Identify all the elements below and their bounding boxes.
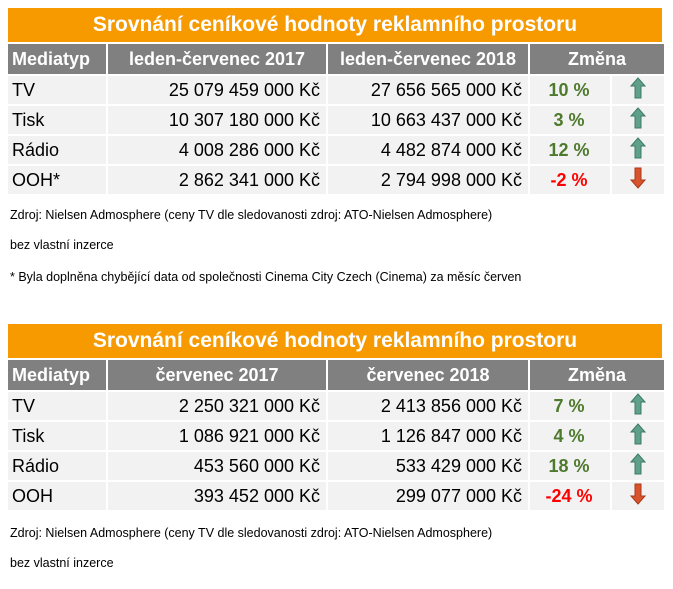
table-row: TV 25 079 459 000 Kč 27 656 565 000 Kč 1… — [8, 76, 664, 104]
media-type: Tisk — [8, 422, 106, 450]
header-change: Změna — [530, 44, 664, 74]
table-row: Tisk 10 307 180 000 Kč 10 663 437 000 Kč… — [8, 106, 664, 134]
trend-cell — [612, 422, 664, 450]
media-type: Rádio — [8, 136, 106, 164]
arrow-up-icon — [629, 452, 647, 479]
value-2018: 533 429 000 Kč — [328, 452, 528, 480]
media-type: Rádio — [8, 452, 106, 480]
value-2017: 10 307 180 000 Kč — [108, 106, 326, 134]
table-row: OOH* 2 862 341 000 Kč 2 794 998 000 Kč -… — [8, 166, 664, 194]
arrow-up-icon — [629, 106, 647, 133]
table-row: TV 2 250 321 000 Kč 2 413 856 000 Kč 7 % — [8, 392, 664, 420]
change-percent: -24 % — [530, 482, 610, 510]
change-percent: 4 % — [530, 422, 610, 450]
change-percent: 3 % — [530, 106, 610, 134]
arrow-up-icon — [629, 392, 647, 419]
data-table: Mediatyp červenec 2017 červenec 2018 Změ… — [6, 358, 666, 512]
value-2017: 4 008 286 000 Kč — [108, 136, 326, 164]
change-percent: 7 % — [530, 392, 610, 420]
value-2018: 2 794 998 000 Kč — [328, 166, 528, 194]
value-2017: 453 560 000 Kč — [108, 452, 326, 480]
trend-cell — [612, 136, 664, 164]
value-2018: 10 663 437 000 Kč — [328, 106, 528, 134]
header-period-2018: červenec 2018 — [328, 360, 528, 390]
trend-cell — [612, 106, 664, 134]
footnote: * Byla doplněna chybějící data od společ… — [10, 270, 522, 284]
value-2017: 25 079 459 000 Kč — [108, 76, 326, 104]
header-row: Mediatyp leden-červenec 2017 leden-červe… — [8, 44, 664, 74]
header-row: Mediatyp červenec 2017 červenec 2018 Změ… — [8, 360, 664, 390]
header-period-2018: leden-červenec 2018 — [328, 44, 528, 74]
table-row: Tisk 1 086 921 000 Kč 1 126 847 000 Kč 4… — [8, 422, 664, 450]
source-note: Zdroj: Nielsen Admosphere (ceny TV dle s… — [10, 526, 493, 540]
exclusion-note: bez vlastní inzerce — [10, 556, 114, 570]
change-percent: 18 % — [530, 452, 610, 480]
source-note: Zdroj: Nielsen Admosphere (ceny TV dle s… — [10, 208, 493, 222]
media-type: TV — [8, 392, 106, 420]
trend-cell — [612, 76, 664, 104]
value-2018: 299 077 000 Kč — [328, 482, 528, 510]
table-row: OOH 393 452 000 Kč 299 077 000 Kč -24 % — [8, 482, 664, 510]
exclusion-note: bez vlastní inzerce — [10, 238, 114, 252]
media-type: TV — [8, 76, 106, 104]
header-period-2017: červenec 2017 — [108, 360, 326, 390]
trend-cell — [612, 166, 664, 194]
arrow-up-icon — [629, 76, 647, 103]
table-row: Rádio 4 008 286 000 Kč 4 482 874 000 Kč … — [8, 136, 664, 164]
change-percent: 12 % — [530, 136, 610, 164]
table-title: Srovnání ceníkové hodnoty reklamního pro… — [8, 8, 662, 42]
value-2017: 2 250 321 000 Kč — [108, 392, 326, 420]
trend-cell — [612, 392, 664, 420]
media-type: OOH — [8, 482, 106, 510]
trend-cell — [612, 482, 664, 510]
media-type: OOH* — [8, 166, 106, 194]
price-comparison-table-1: Srovnání ceníkové hodnoty reklamního pro… — [8, 8, 664, 196]
arrow-up-icon — [629, 422, 647, 449]
header-mediatyp: Mediatyp — [8, 44, 106, 74]
value-2018: 2 413 856 000 Kč — [328, 392, 528, 420]
value-2017: 393 452 000 Kč — [108, 482, 326, 510]
price-comparison-table-2: Srovnání ceníkové hodnoty reklamního pro… — [8, 324, 664, 512]
value-2017: 1 086 921 000 Kč — [108, 422, 326, 450]
change-percent: 10 % — [530, 76, 610, 104]
header-change: Změna — [530, 360, 664, 390]
arrow-down-icon — [629, 167, 647, 193]
value-2018: 4 482 874 000 Kč — [328, 136, 528, 164]
data-table: Mediatyp leden-červenec 2017 leden-červe… — [6, 42, 666, 196]
table-title: Srovnání ceníkové hodnoty reklamního pro… — [8, 324, 662, 358]
change-percent: -2 % — [530, 166, 610, 194]
value-2017: 2 862 341 000 Kč — [108, 166, 326, 194]
media-type: Tisk — [8, 106, 106, 134]
header-mediatyp: Mediatyp — [8, 360, 106, 390]
arrow-down-icon — [629, 483, 647, 509]
trend-cell — [612, 452, 664, 480]
value-2018: 27 656 565 000 Kč — [328, 76, 528, 104]
arrow-up-icon — [629, 136, 647, 163]
table-row: Rádio 453 560 000 Kč 533 429 000 Kč 18 % — [8, 452, 664, 480]
header-period-2017: leden-červenec 2017 — [108, 44, 326, 74]
value-2018: 1 126 847 000 Kč — [328, 422, 528, 450]
